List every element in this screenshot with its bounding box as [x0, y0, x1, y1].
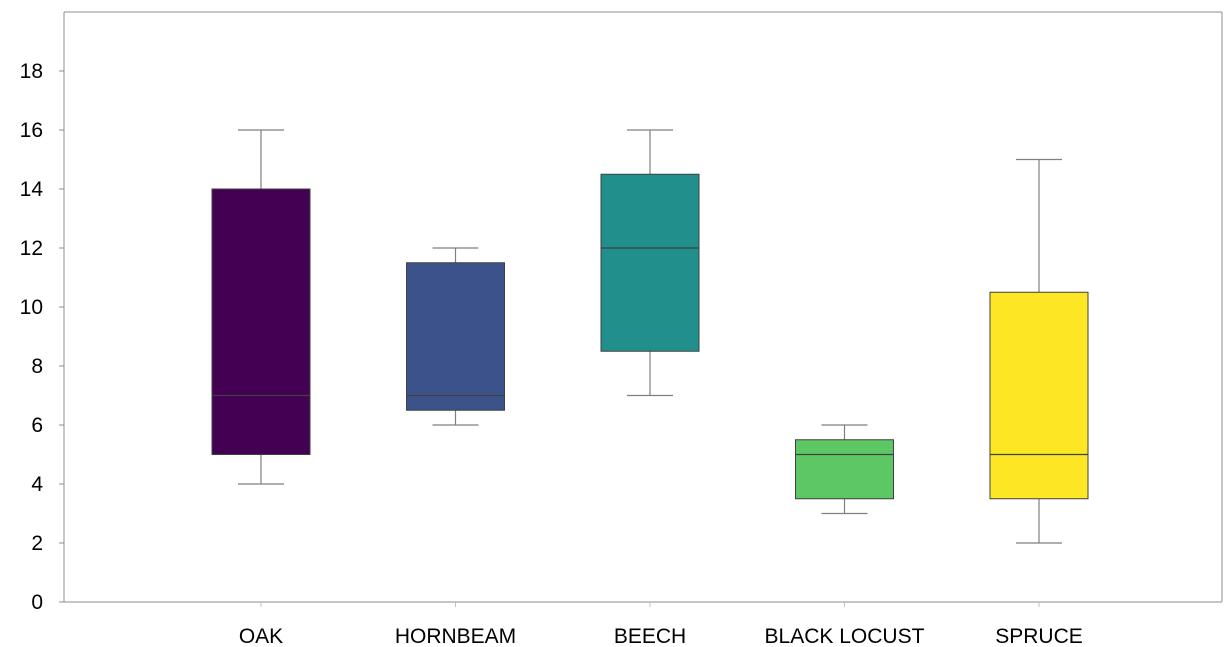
box-black-locust — [795, 424, 894, 515]
box-hornbeam — [406, 247, 505, 426]
x-tick-label: OAK — [239, 625, 283, 647]
box-oak — [211, 129, 311, 485]
box-spruce — [989, 158, 1089, 544]
x-axis-ticks: OAK HORNBEAM BEECH BLACK LOCUST SPRUCE — [239, 602, 1083, 647]
y-tick-label: 0 — [31, 591, 43, 614]
boxes-layer — [211, 129, 1089, 544]
y-tick-label: 6 — [31, 414, 43, 437]
iqr-box — [795, 439, 894, 500]
box-beech — [600, 129, 700, 397]
y-tick-label: 18 — [20, 60, 43, 83]
y-tick-label: 8 — [31, 355, 43, 378]
y-tick-label: 12 — [20, 237, 43, 260]
iqr-box — [211, 188, 311, 455]
x-tick-label: BEECH — [614, 625, 686, 647]
y-axis-ticks: 0 2 4 6 8 10 12 14 16 18 — [20, 60, 64, 614]
iqr-box — [600, 173, 700, 352]
y-tick-label: 2 — [31, 532, 43, 555]
y-tick-label: 10 — [20, 296, 43, 319]
iqr-box — [406, 262, 505, 411]
y-tick-label: 4 — [31, 473, 43, 496]
y-tick-label: 16 — [20, 119, 43, 142]
x-tick-label: BLACK LOCUST — [765, 625, 925, 647]
x-tick-label: SPRUCE — [995, 625, 1083, 647]
iqr-box — [989, 291, 1089, 500]
y-tick-label: 14 — [20, 178, 44, 201]
x-tick-label: HORNBEAM — [395, 625, 516, 647]
